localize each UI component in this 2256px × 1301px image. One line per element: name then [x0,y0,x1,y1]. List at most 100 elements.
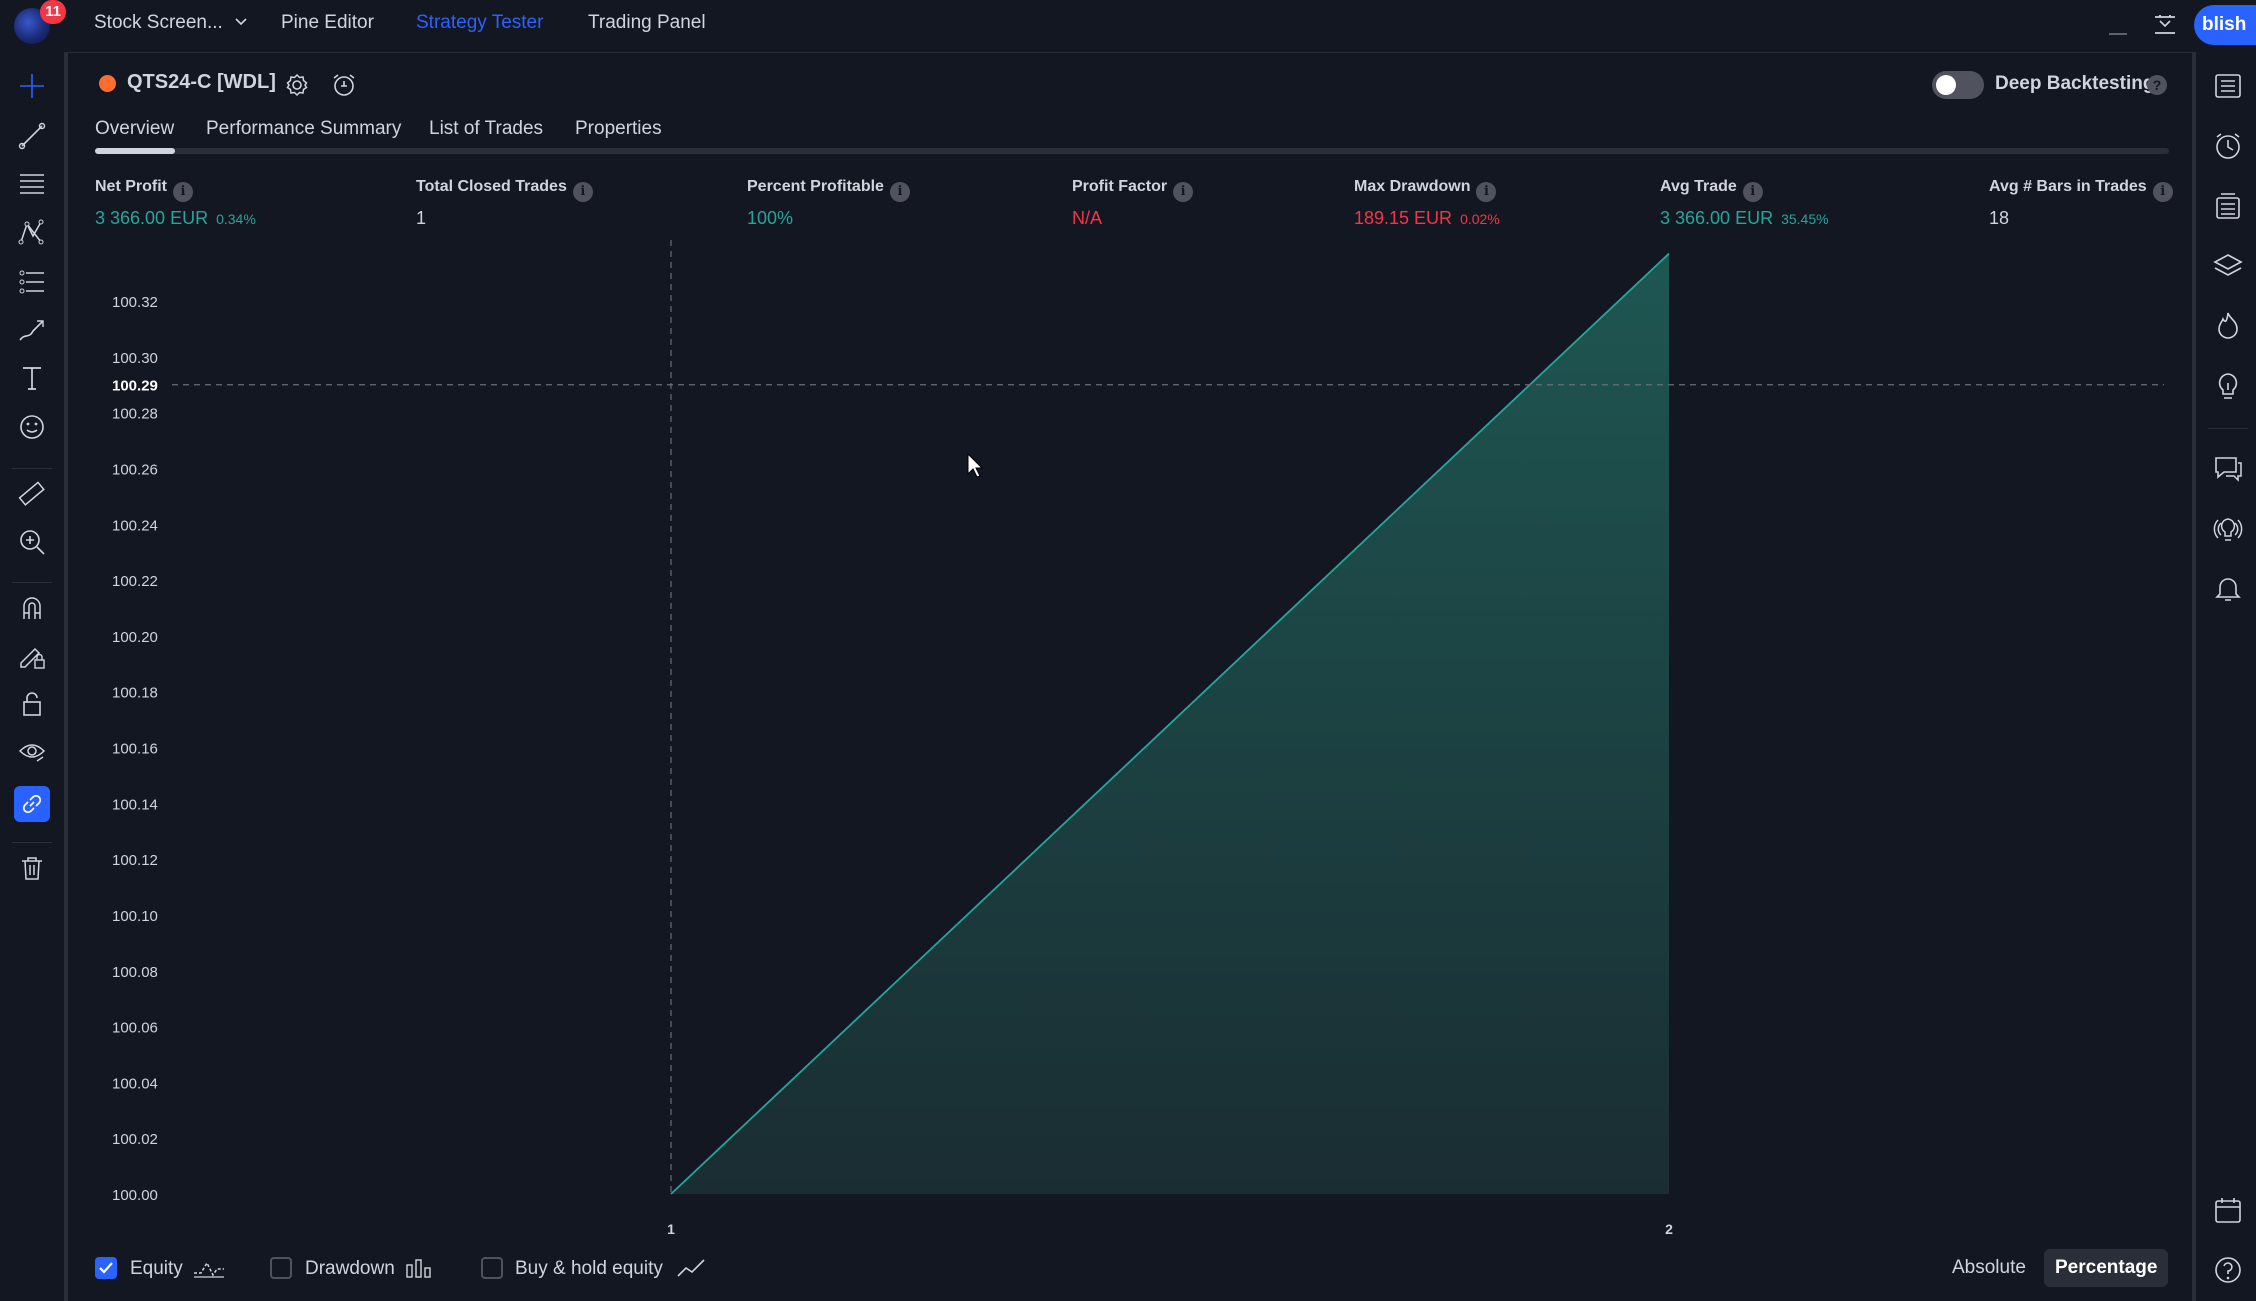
eye-icon[interactable] [14,734,50,770]
metric-percent-profitable: Percent Profitable i 100% [747,178,910,229]
drawdown-label[interactable]: Drawdown [305,1258,395,1279]
crosshair-y-label: 100.29 [112,378,158,395]
lock-icon[interactable] [14,686,50,722]
buy-hold-label[interactable]: Buy & hold equity [515,1258,663,1279]
y-tick-label: 100.04 [112,1075,158,1092]
add-alert-icon[interactable] [330,71,358,99]
right-sidebar [2192,52,2256,1301]
tab-trading-panel[interactable]: Trading Panel [588,12,706,33]
notifications-icon[interactable] [2210,570,2246,606]
tab-list-of-trades[interactable]: List of Trades [429,118,544,139]
hotlist-icon[interactable] [2210,308,2246,344]
info-icon[interactable]: i [173,182,193,202]
crosshair-label-bg [106,373,166,394]
max-drawdown-value: 189.15 EUR [1354,208,1453,228]
strategy-name[interactable]: QTS24-C [WDL] [127,71,276,93]
top-bar: 11 Stock Screen... Pine Editor Strategy … [0,0,2256,53]
ideas-icon[interactable] [2210,368,2246,404]
info-icon[interactable]: i [1742,182,1763,202]
alerts-clock-icon[interactable] [2210,128,2246,164]
settings-icon[interactable] [284,72,310,98]
active-tab-indicator [95,148,175,154]
metric-max-drawdown: Max Drawdown i 189.15 EUR 0.02% [1354,178,1500,229]
crosshair-icon[interactable] [14,68,50,104]
layers-icon[interactable] [2210,248,2246,284]
info-icon[interactable]: i [572,182,593,202]
ruler-icon[interactable] [14,476,50,512]
magnet-icon[interactable] [14,590,50,626]
minimize-panel-icon[interactable] [2106,14,2130,38]
prediction-icon[interactable] [14,264,50,300]
y-tick-label: 100.10 [112,908,158,925]
y-tick-label: 100.08 [112,964,158,981]
deep-backtesting-toggle[interactable] [1932,71,1984,99]
toolbar-separator [12,468,52,469]
max-drawdown-percent: 0.02% [1460,211,1500,227]
tab-overview[interactable]: Overview [95,118,175,139]
chevron-down-icon[interactable] [234,17,248,27]
brush-icon[interactable] [14,312,50,348]
info-icon[interactable]: i [1173,182,1194,202]
fib-retracement-icon[interactable] [14,166,50,202]
x-tick-label: 1 [667,1221,675,1237]
buy-hold-line-icon [677,1259,705,1277]
info-icon[interactable]: i [1476,182,1497,202]
chat-icon[interactable] [2210,450,2246,486]
trend-line-icon[interactable] [14,118,50,154]
zoom-in-icon[interactable] [14,524,50,560]
y-tick-label: 100.22 [112,573,158,590]
y-tick-label: 100.18 [112,685,158,702]
strategy-status-dot [99,75,116,92]
total-closed-trades-value: 1 [416,208,427,228]
tab-performance-summary[interactable]: Performance Summary [206,118,402,139]
check-icon [99,1262,113,1274]
metric-total-closed-trades: Total Closed Trades i 1 [416,178,593,229]
y-tick-label: 100.24 [112,517,158,534]
left-toolbar [0,52,68,1301]
lock-drawing-icon[interactable] [14,638,50,674]
tab-properties[interactable]: Properties [575,118,662,139]
toolbar-separator [12,582,52,583]
profit-factor-value: N/A [1072,208,1103,228]
metric-label: Net Profit [95,178,167,195]
trash-icon[interactable] [14,850,50,886]
metric-label: Avg # Bars in Trades [1989,178,2147,195]
drawdown-checkbox[interactable] [270,1257,292,1279]
emoji-icon[interactable] [14,409,50,445]
y-tick-label: 100.14 [112,796,158,813]
percent-profitable-value: 100% [747,208,794,228]
percentage-button[interactable]: Percentage [2044,1249,2169,1287]
equity-line [670,252,1670,1195]
watchlist-icon[interactable] [2210,68,2246,104]
absolute-button[interactable]: Absolute [1952,1257,2026,1278]
y-tick-label: 100.00 [112,1187,158,1204]
equity-label[interactable]: Equity [130,1258,183,1279]
link-icon[interactable] [14,786,50,822]
metric-avg-bars-in-trades: Avg # Bars in Trades i 18 [1989,178,2173,229]
streams-icon[interactable] [2210,510,2246,546]
calendar-icon[interactable] [2210,1192,2246,1228]
tab-stock-screener[interactable]: Stock Screen... [94,12,223,33]
metric-label: Avg Trade [1660,178,1737,195]
equity-checkbox[interactable] [95,1257,117,1279]
help-circle-icon[interactable]: ? [2147,75,2167,95]
net-profit-percent: 0.34% [216,211,256,227]
text-icon[interactable] [14,360,50,396]
tab-pine-editor[interactable]: Pine Editor [281,12,374,33]
help-icon[interactable] [2210,1252,2246,1288]
publish-button[interactable]: blish [2194,5,2256,45]
maximize-panel-icon[interactable] [2152,12,2178,38]
metric-profit-factor: Profit Factor i N/A [1072,178,1194,229]
pattern-icon[interactable] [14,215,50,251]
buy-hold-checkbox[interactable] [481,1257,503,1279]
y-axis: 100.00 100.02 100.04 100.06 100.08 100.10 100.… [112,294,158,1204]
tab-strategy-tester[interactable]: Strategy Tester [416,12,544,33]
y-tick-label: 100.16 [112,741,158,758]
deep-backtesting-label: Deep Backtesting [1995,73,2155,94]
metric-label: Max Drawdown [1354,178,1471,195]
metric-label: Total Closed Trades [416,178,567,195]
info-icon[interactable]: i [2152,182,2173,202]
info-icon[interactable]: i [889,182,910,202]
data-window-icon[interactable] [2210,188,2246,224]
